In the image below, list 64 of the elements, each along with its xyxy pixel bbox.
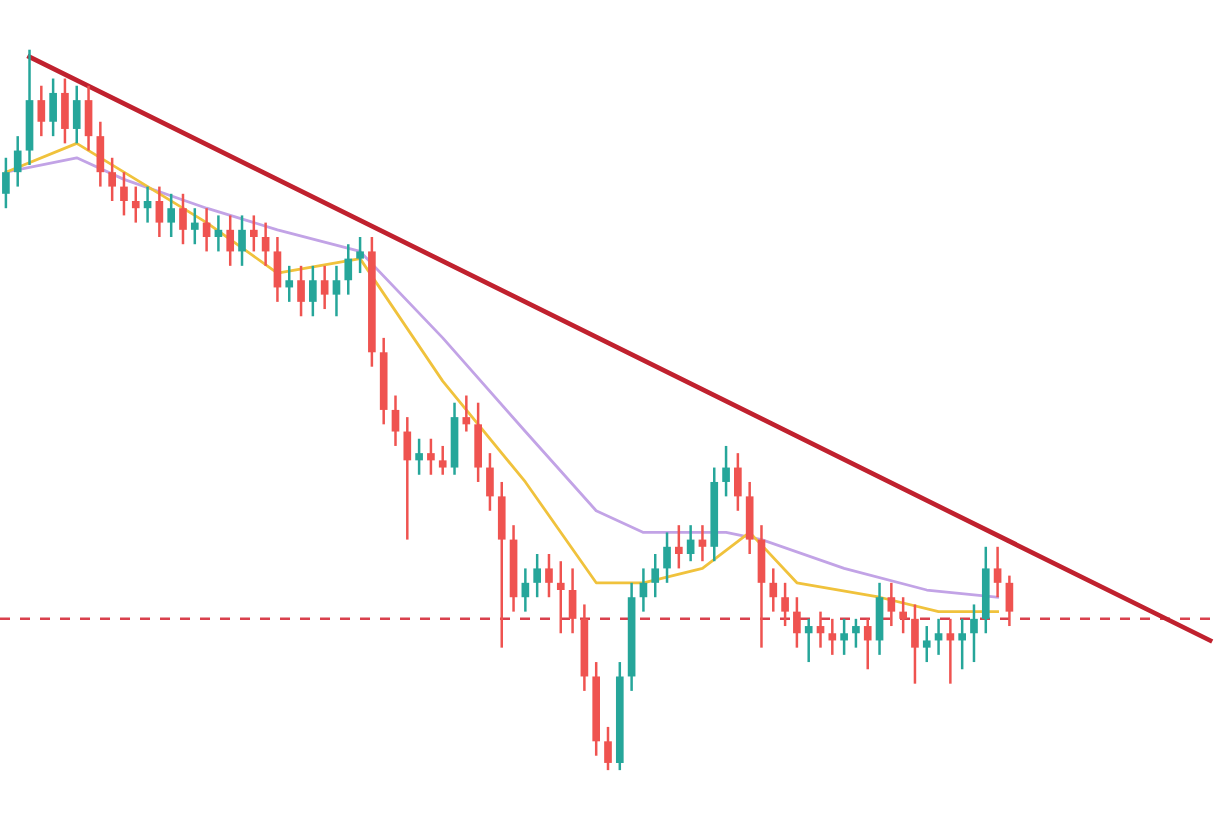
- candlestick: [356, 235, 364, 275]
- candlestick: [474, 401, 482, 484]
- candlestick: [497, 480, 506, 649]
- candlestick: [675, 523, 683, 570]
- candlestick: [722, 444, 730, 498]
- candlestick: [2, 156, 10, 210]
- candlestick: [120, 170, 128, 217]
- candlestick: [462, 394, 471, 433]
- candlestick: [13, 134, 22, 188]
- candlestick: [852, 617, 860, 649]
- candlestick: [804, 617, 813, 664]
- candlestick: [781, 581, 789, 628]
- candlestick: [49, 77, 57, 138]
- candlestick: [568, 567, 577, 635]
- candlestick: [922, 624, 931, 664]
- candlestick: [273, 235, 282, 304]
- candlestick: [37, 84, 46, 138]
- candlestick: [899, 595, 907, 635]
- candlestick: [993, 545, 1002, 599]
- candlestick: [179, 192, 187, 246]
- candlestick: [663, 531, 671, 585]
- candlestick: [249, 214, 258, 253]
- candlestick: [96, 120, 105, 188]
- candlestick: [604, 725, 612, 772]
- candlestick: [427, 437, 435, 477]
- candlestick: [332, 264, 341, 318]
- candlestick: [72, 84, 81, 145]
- candlestick: [415, 437, 423, 477]
- candlestick: [486, 451, 494, 513]
- candlestick: [545, 552, 553, 599]
- candlestick: [911, 603, 919, 685]
- candlestick: [190, 206, 199, 246]
- candlestick: [131, 185, 140, 224]
- candlestick: [61, 77, 69, 145]
- candlestick: [1005, 574, 1014, 628]
- candlestick: [320, 264, 329, 311]
- candlestick: [958, 617, 967, 671]
- candlestick: [391, 394, 400, 448]
- candlestick: [828, 617, 837, 657]
- candlestick: [769, 567, 778, 613]
- candlestick: [533, 552, 541, 599]
- candlestick: [155, 185, 164, 239]
- candlestick: [226, 214, 235, 268]
- candlestick: [344, 242, 353, 296]
- candlestick: [745, 480, 754, 556]
- candlestick: [403, 415, 412, 541]
- candlestick: [651, 552, 660, 599]
- candlestick: [757, 523, 766, 649]
- candlestick: [108, 156, 116, 203]
- candlestick: [285, 264, 294, 304]
- candlestick: [793, 595, 801, 649]
- candlestick: [863, 617, 872, 671]
- candlestick: [556, 559, 565, 635]
- candlestick: [167, 192, 176, 239]
- candlestick: [238, 214, 246, 268]
- candlestick: [840, 617, 848, 657]
- candlestick: [970, 603, 978, 664]
- candlestick: [84, 84, 93, 152]
- candlestick: [297, 264, 305, 318]
- candlestick: [887, 581, 896, 628]
- candlestick: [309, 264, 317, 318]
- candlestick: [438, 444, 447, 477]
- candlestick: [734, 451, 742, 513]
- candlestick: [875, 581, 884, 657]
